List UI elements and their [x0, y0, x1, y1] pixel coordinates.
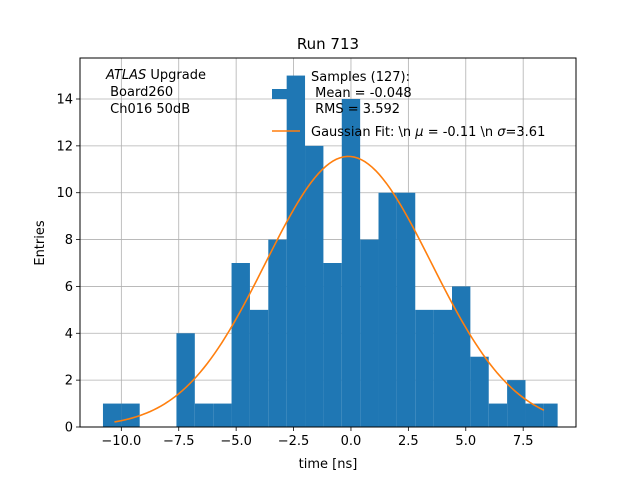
- chart-title: Run 713: [297, 35, 359, 53]
- histogram-bar: [194, 403, 214, 427]
- y-tick-label: 6: [65, 280, 73, 295]
- gaussian-fit-line: [114, 155, 545, 423]
- histogram-bar: [341, 99, 361, 427]
- y-tick-label: 4: [65, 327, 73, 342]
- y-tick-label: 14: [56, 93, 73, 108]
- y-tick-label: 12: [56, 139, 73, 154]
- histogram-bar: [231, 263, 250, 427]
- y-axis-ticks: 0 2 4 6 8 10 12 14: [56, 93, 80, 436]
- histogram-bar: [415, 309, 434, 427]
- x-tick-label: −5.0: [220, 434, 252, 449]
- x-tick-label: −10.0: [101, 434, 141, 449]
- histogram-bar: [121, 403, 140, 427]
- x-tick-label: −7.5: [163, 434, 195, 449]
- annotation-line-2: Board260: [106, 85, 173, 100]
- annotation-line-1: ATLAS Upgrade: [105, 68, 206, 83]
- histogram-bar: [360, 239, 379, 427]
- x-tick-label: 7.5: [513, 434, 534, 449]
- histogram-bar: [378, 192, 397, 427]
- legend-samples-line-1: Samples (127):: [311, 70, 410, 85]
- plot-frame: [79, 57, 577, 428]
- histogram-bar: [305, 145, 324, 427]
- x-axis-label: time [ns]: [299, 457, 358, 472]
- x-tick-label: 2.5: [398, 434, 419, 449]
- histogram-bar: [488, 403, 508, 427]
- histogram-bars: [102, 75, 558, 428]
- histogram-bar: [323, 263, 342, 427]
- x-tick-label: −2.5: [278, 434, 310, 449]
- x-axis-ticks: −10.0 −7.5 −5.0 −2.5 0.0 2.5 5.0 7.5: [101, 427, 534, 449]
- legend: Samples (127): Mean = -0.048 RMS = 3.592…: [272, 70, 545, 140]
- histogram-bar: [249, 309, 269, 427]
- histogram-bar: [452, 286, 471, 427]
- histogram-bar: [507, 380, 526, 427]
- x-tick-label: 5.0: [455, 434, 476, 449]
- y-tick-label: 8: [65, 233, 73, 248]
- y-axis-label: Entries: [33, 220, 48, 266]
- histogram-bar: [286, 75, 306, 428]
- histogram-bar: [268, 239, 287, 427]
- histogram-bar: [396, 192, 416, 427]
- histogram-bar: [433, 309, 452, 427]
- y-tick-label: 2: [65, 374, 73, 389]
- histogram-bar: [525, 403, 544, 427]
- y-tick-label: 0: [65, 421, 73, 436]
- histogram-bar: [176, 333, 195, 427]
- atlas-annotation: ATLAS Upgrade Board260 Ch016 50dB: [105, 68, 206, 117]
- y-tick-label: 10: [56, 186, 73, 201]
- legend-fit-label: Gaussian Fit: \n μ = -0.11 \n σ=3.61: [311, 125, 545, 140]
- legend-samples-line-3: RMS = 3.592: [311, 102, 400, 117]
- histogram-bar: [543, 403, 558, 427]
- histogram-bar: [102, 403, 122, 427]
- annotation-line-3: Ch016 50dB: [106, 102, 190, 117]
- legend-samples-line-2: Mean = -0.048: [311, 86, 412, 101]
- x-tick-label: 0.0: [341, 434, 362, 449]
- histogram-bar: [470, 356, 489, 427]
- legend-samples-swatch: [272, 89, 300, 99]
- histogram-bar: [213, 403, 232, 427]
